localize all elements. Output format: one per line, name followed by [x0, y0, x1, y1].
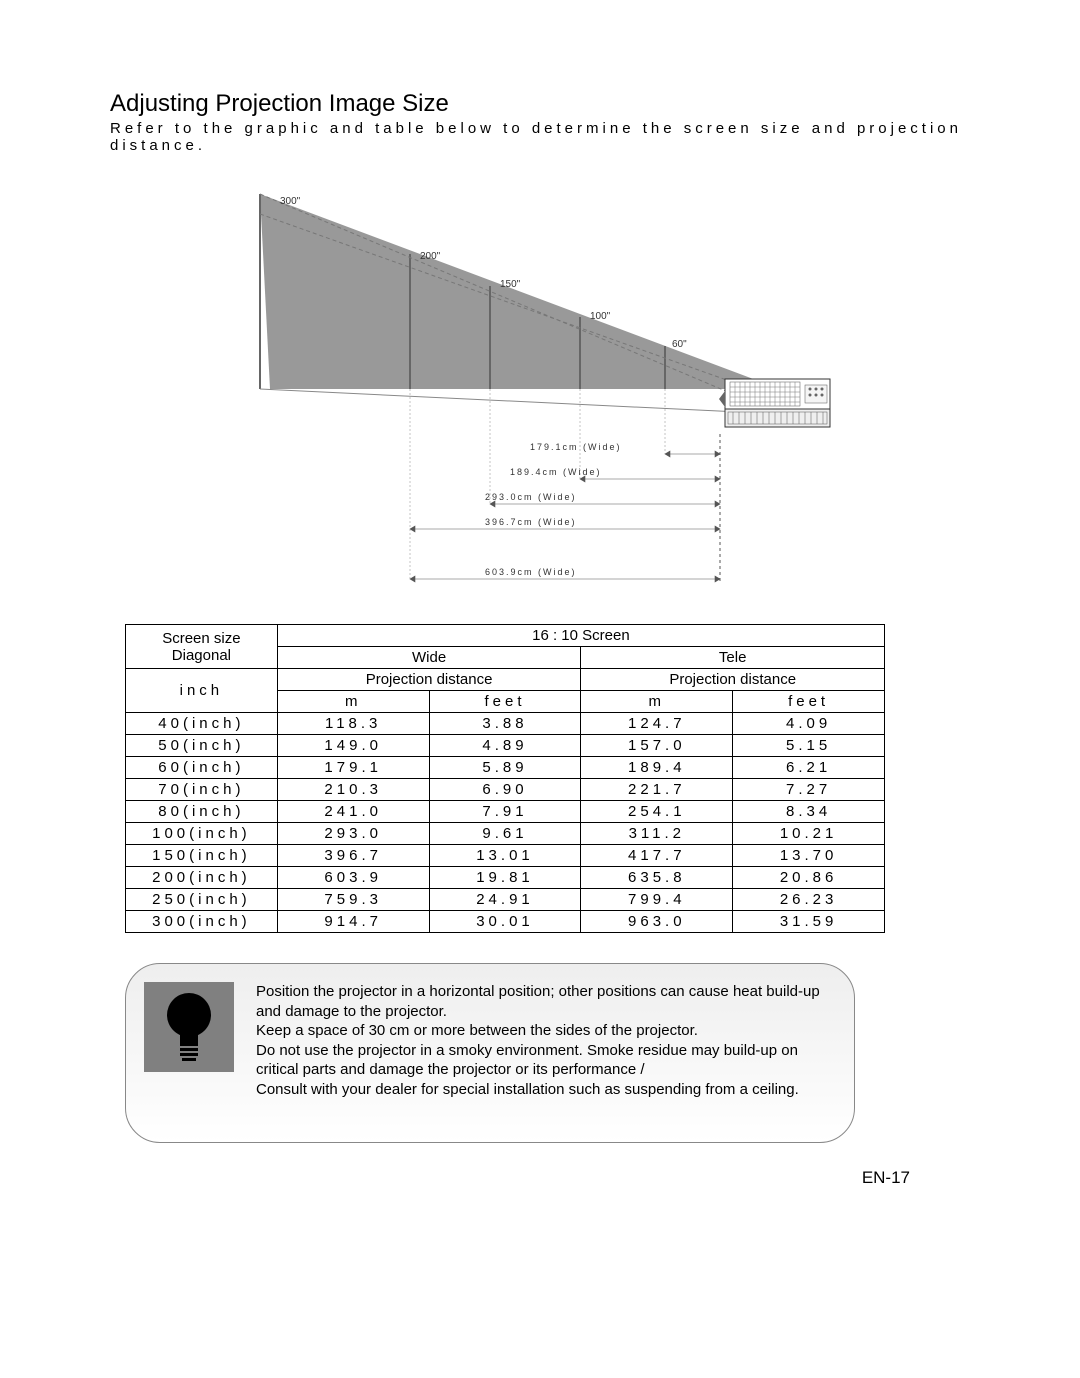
svg-text:100": 100" [590, 311, 611, 322]
tip-box: Position the projector in a horizontal p… [125, 963, 855, 1143]
table-cell: 759.3 [277, 889, 429, 911]
bulb-icon [144, 982, 234, 1072]
table-cell: 210.3 [277, 779, 429, 801]
table-cell: 4.89 [429, 735, 581, 757]
svg-text:189.4cm (Wide): 189.4cm (Wide) [510, 467, 602, 477]
table-cell: 24.91 [429, 889, 581, 911]
unit-feet-2: feet [733, 691, 885, 713]
table-cell: 80(inch) [126, 801, 278, 823]
table-cell: 250(inch) [126, 889, 278, 911]
table-cell: 311.2 [581, 823, 733, 845]
table-cell: 100(inch) [126, 823, 278, 845]
table-cell: 179.1 [277, 757, 429, 779]
table-cell: 635.8 [581, 867, 733, 889]
table-cell: 9.61 [429, 823, 581, 845]
svg-text:300": 300" [280, 196, 301, 207]
table-cell: 6.90 [429, 779, 581, 801]
table-cell: 5.89 [429, 757, 581, 779]
table-cell: 50(inch) [126, 735, 278, 757]
table-cell: 40(inch) [126, 713, 278, 735]
table-cell: 200(inch) [126, 867, 278, 889]
svg-text:293.0cm (Wide): 293.0cm (Wide) [485, 492, 577, 502]
unit-inch: inch [126, 669, 278, 713]
svg-text:150": 150" [500, 279, 521, 290]
svg-text:603.9cm (Wide): 603.9cm (Wide) [485, 567, 577, 577]
svg-text:200": 200" [420, 251, 441, 262]
screen-size-label: Screen size [162, 630, 240, 647]
table-cell: 221.7 [581, 779, 733, 801]
table-cell: 149.0 [277, 735, 429, 757]
table-cell: 5.15 [733, 735, 885, 757]
table-cell: 799.4 [581, 889, 733, 911]
svg-text:60": 60" [672, 339, 687, 350]
tip-2: Keep a space of 30 cm or more between th… [256, 1021, 832, 1041]
intro-text: Refer to the graphic and table below to … [110, 120, 970, 154]
table-cell: 963.0 [581, 911, 733, 933]
table-cell: 189.4 [581, 757, 733, 779]
tele-header: Tele [581, 647, 885, 669]
table-cell: 3.88 [429, 713, 581, 735]
projection-diagram: 300" 200" 150" 100" 60" [190, 184, 890, 604]
table-cell: 396.7 [277, 845, 429, 867]
table-cell: 241.0 [277, 801, 429, 823]
table-cell: 20.86 [733, 867, 885, 889]
projection-table: Screen sizeDiagonal 16 : 10 Screen Wide … [125, 624, 885, 933]
table-cell: 60(inch) [126, 757, 278, 779]
table-cell: 118.3 [277, 713, 429, 735]
table-cell: 31.59 [733, 911, 885, 933]
page-number: EN-17 [862, 1168, 910, 1188]
table-cell: 603.9 [277, 867, 429, 889]
proj-dist-tele: Projection distance [581, 669, 885, 691]
table-cell: 8.34 [733, 801, 885, 823]
table-cell: 30.01 [429, 911, 581, 933]
table-cell: 4.09 [733, 713, 885, 735]
table-cell: 13.70 [733, 845, 885, 867]
proj-dist-wide: Projection distance [277, 669, 581, 691]
table-cell: 293.0 [277, 823, 429, 845]
table-cell: 70(inch) [126, 779, 278, 801]
table-cell: 6.21 [733, 757, 885, 779]
table-cell: 13.01 [429, 845, 581, 867]
table-cell: 7.91 [429, 801, 581, 823]
tip-3: Do not use the projector in a smoky envi… [256, 1041, 832, 1080]
table-cell: 150(inch) [126, 845, 278, 867]
table-cell: 417.7 [581, 845, 733, 867]
table-cell: 300(inch) [126, 911, 278, 933]
table-cell: 7.27 [733, 779, 885, 801]
table-cell: 914.7 [277, 911, 429, 933]
wide-header: Wide [277, 647, 581, 669]
table-cell: 19.81 [429, 867, 581, 889]
page-title: Adjusting Projection Image Size [110, 90, 970, 118]
table-cell: 10.21 [733, 823, 885, 845]
unit-feet-1: feet [429, 691, 581, 713]
unit-m-2: m [581, 691, 733, 713]
table-cell: 254.1 [581, 801, 733, 823]
svg-text:396.7cm (Wide): 396.7cm (Wide) [485, 517, 577, 527]
tip-4: Consult with your dealer for special ins… [256, 1080, 832, 1100]
unit-m-1: m [277, 691, 429, 713]
diagonal-label: Diagonal [172, 647, 231, 664]
tip-1: Position the projector in a horizontal p… [256, 982, 832, 1021]
table-cell: 157.0 [581, 735, 733, 757]
aspect-header: 16 : 10 Screen [277, 625, 884, 647]
svg-text:179.1cm (Wide): 179.1cm (Wide) [530, 442, 622, 452]
table-cell: 26.23 [733, 889, 885, 911]
table-cell: 124.7 [581, 713, 733, 735]
